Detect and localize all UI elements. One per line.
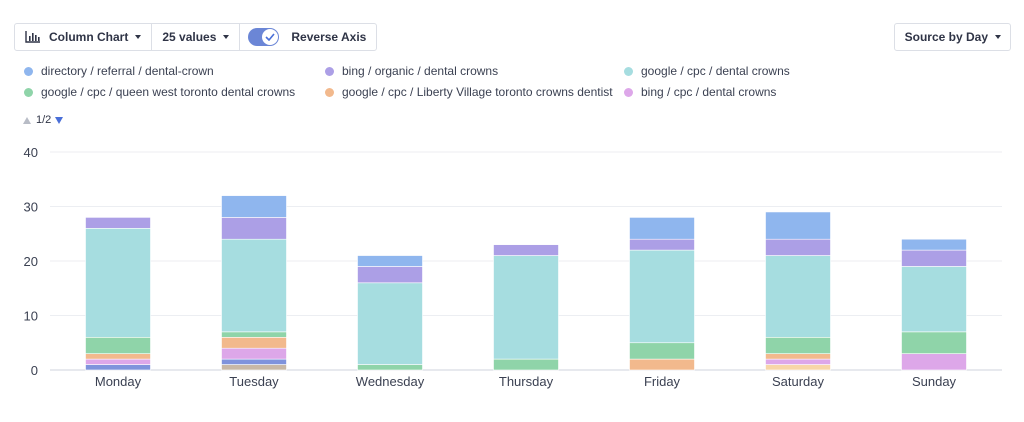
legend-label: bing / cpc / dental crowns	[641, 85, 777, 99]
chart-toolbar: Column Chart 25 values Reverse Axis	[14, 23, 378, 51]
bar-segment[interactable]	[85, 336, 151, 354]
check-icon	[262, 29, 279, 45]
legend-item[interactable]: bing / cpc / dental crowns	[624, 85, 776, 99]
legend-dot	[24, 66, 33, 76]
legend-item[interactable]: bing / organic / dental crowns	[325, 64, 498, 78]
values-label: 25 values	[162, 30, 217, 44]
x-tick-label: Sunday	[912, 374, 957, 389]
legend-label: directory / referral / dental-crown	[41, 64, 214, 78]
bar-segment[interactable]	[357, 255, 423, 267]
bar-segment[interactable]	[221, 195, 287, 218]
legend-dot	[624, 87, 633, 97]
legend-item[interactable]: google / cpc / dental crowns	[624, 64, 790, 78]
bar-segment[interactable]	[85, 228, 151, 338]
x-tick-label: Monday	[95, 374, 142, 389]
reverse-axis-label: Reverse Axis	[291, 30, 367, 44]
bar-segment[interactable]	[221, 336, 287, 349]
chevron-down-icon	[135, 35, 142, 39]
x-tick-label: Friday	[644, 374, 681, 389]
y-tick-label: 0	[31, 363, 38, 378]
source-by-day-dropdown[interactable]: Source by Day	[893, 23, 1011, 51]
bar-segment[interactable]	[629, 342, 695, 360]
bar-segment[interactable]	[629, 358, 695, 371]
bar-segment[interactable]	[901, 331, 967, 354]
legend-label: google / cpc / Liberty Village toronto c…	[342, 85, 613, 99]
bar-segment[interactable]	[221, 217, 287, 240]
bar-segment[interactable]	[765, 255, 831, 338]
bar-segment[interactable]	[765, 364, 831, 371]
bar-segment[interactable]	[493, 358, 559, 371]
bar-segment[interactable]	[221, 331, 287, 338]
reverse-axis-toggle-container: Reverse Axis	[239, 23, 378, 51]
chart-type-label: Column Chart	[49, 30, 129, 44]
x-tick-label: Tuesday	[229, 374, 279, 389]
legend-item[interactable]: directory / referral / dental-crown	[24, 64, 214, 78]
legend-dot	[325, 87, 334, 97]
bar-segment[interactable]	[357, 266, 423, 284]
bar-segment[interactable]	[221, 358, 287, 365]
legend-item[interactable]: google / cpc / Liberty Village toronto c…	[325, 85, 613, 99]
chart-legend: directory / referral / dental-crown bing…	[24, 64, 924, 108]
bar-segment[interactable]	[765, 358, 831, 365]
bar-segment[interactable]	[765, 211, 831, 240]
x-tick-label: Wednesday	[356, 374, 425, 389]
legend-dot	[325, 66, 334, 76]
bar-segment[interactable]	[901, 238, 967, 251]
legend-label: google / cpc / queen west toronto dental…	[41, 85, 296, 99]
bar-segment[interactable]	[85, 217, 151, 229]
y-tick-label: 10	[24, 309, 38, 324]
legend-label: bing / organic / dental crowns	[342, 64, 499, 78]
legend-dot	[24, 87, 33, 97]
legend-pager: 1/2	[23, 114, 64, 126]
bar-segment[interactable]	[901, 249, 967, 267]
bar-segment[interactable]	[629, 238, 695, 251]
chevron-down-icon	[223, 35, 230, 39]
bar-segment[interactable]	[357, 364, 423, 371]
bar-segment[interactable]	[629, 217, 695, 240]
pager-up-arrow-icon[interactable]	[23, 116, 31, 124]
chevron-down-icon	[995, 35, 1001, 39]
reverse-axis-toggle[interactable]	[248, 28, 280, 46]
chart-type-dropdown[interactable]: Column Chart	[14, 23, 153, 51]
bar-segment[interactable]	[85, 353, 151, 360]
bar-segment[interactable]	[221, 238, 287, 333]
y-tick-label: 30	[24, 200, 38, 215]
values-dropdown[interactable]: 25 values	[151, 23, 241, 51]
bar-segment[interactable]	[765, 238, 831, 256]
bar-segment[interactable]	[629, 249, 695, 344]
y-tick-label: 20	[24, 254, 38, 269]
y-tick-label: 40	[24, 145, 38, 160]
legend-dot	[624, 66, 633, 76]
bar-segment[interactable]	[221, 364, 287, 371]
bar-segment[interactable]	[493, 255, 559, 360]
bar-segment[interactable]	[901, 266, 967, 333]
pager-down-arrow-icon[interactable]	[55, 116, 64, 124]
bar-segment[interactable]	[765, 353, 831, 360]
bar-segment[interactable]	[493, 244, 559, 256]
bar-segment[interactable]	[357, 282, 423, 365]
bar-segment[interactable]	[85, 358, 151, 365]
x-tick-label: Saturday	[772, 374, 825, 389]
legend-item[interactable]: google / cpc / queen west toronto dental…	[24, 85, 295, 99]
bar-segment[interactable]	[765, 336, 831, 354]
bar-segment[interactable]	[221, 347, 287, 360]
x-tick-label: Thursday	[499, 374, 554, 389]
legend-label: google / cpc / dental crowns	[641, 64, 790, 78]
pager-label: 1/2	[36, 114, 52, 126]
bar-segment[interactable]	[85, 364, 151, 371]
source-by-day-label: Source by Day	[904, 30, 988, 44]
bar-segment[interactable]	[901, 353, 967, 371]
bar-chart-icon	[25, 31, 41, 43]
